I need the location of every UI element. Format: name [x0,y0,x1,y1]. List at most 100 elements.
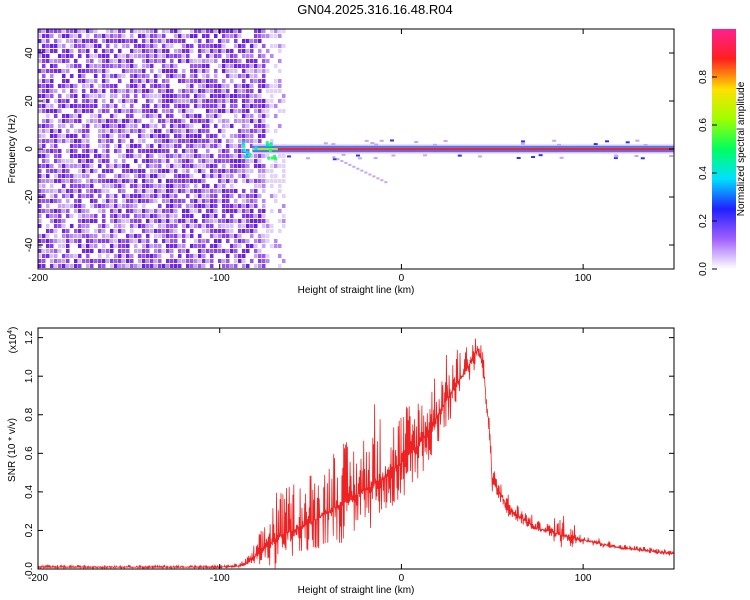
spectrogram-cell [166,224,170,228]
spectrogram-cell [222,79,226,83]
spectrogram-cell [82,229,86,233]
spectrogram-cell [266,224,270,228]
spectrogram-cell [278,179,282,183]
spectrogram-cell [234,34,238,38]
spectrogram-cell [146,144,150,148]
spectrogram-cell [150,129,154,133]
spectrogram-cell [58,214,62,218]
spectrogram-cell [190,134,194,138]
spectrogram-cell [202,199,206,203]
spectrogram-cell [86,129,90,133]
spectrogram-cell [86,119,90,123]
spectrogram-cell [206,114,210,118]
spectrogram-cell [246,179,250,183]
spectrogram-cell [110,214,114,218]
spectrogram-cell [202,249,206,253]
spectrogram-cell [42,104,46,108]
spectrogram-cell [174,229,178,233]
spectrogram-cell [138,214,142,218]
spectrogram-cell [218,259,222,263]
spectrogram-cell [86,209,90,213]
spectrogram-cell [174,199,178,203]
spectrogram-cell [134,89,138,93]
spectrogram-cell [266,129,270,133]
spectrogram-cell [170,54,174,58]
spectrogram-cell [170,29,174,33]
spectrogram-cell [170,249,174,253]
spectrogram-cell [202,119,206,123]
spectrogram-cell [94,234,98,238]
spectrogram-cell [38,204,42,208]
spectrogram-cell [262,264,266,268]
spectrogram-cell [262,44,266,48]
spectrogram-cell [98,69,102,73]
spectrogram-cell [66,94,70,98]
spectrogram-cell [150,154,154,158]
spectrogram-cell [174,184,178,188]
spectrogram-cell [214,239,218,243]
spectrogram-cell [54,214,58,218]
spectrogram-cell [122,164,126,168]
spectrogram-cell [102,209,106,213]
spectrogram-cell [114,264,118,268]
spectrogram-cell [194,39,198,43]
spectrogram-cell [186,49,190,53]
spectrogram-cell [218,44,222,48]
spectrogram-cell [146,249,150,253]
spectrogram-cell [126,109,130,113]
spectrogram-cell [222,169,226,173]
spectrogram-cell [206,149,210,153]
spectrogram-cell [266,219,270,223]
spectrogram-cell [266,239,270,243]
spectrogram-cell [154,254,158,258]
spectrogram-cell [98,194,102,198]
spectrogram-cell [106,59,110,63]
signal-fringe-cell [305,157,310,160]
spectrogram-cell [54,64,58,68]
spectrogram-cell [142,44,146,48]
spectrogram-cell [226,199,230,203]
spectrogram-cell [138,49,142,53]
spectrogram-cell [158,219,162,223]
spectrogram-cell [142,244,146,248]
spectrogram-cell [154,169,158,173]
spectrogram-cell [246,99,250,103]
spectrogram-cell [82,224,86,228]
spectrogram-cell [174,179,178,183]
spectrogram-cell [74,199,78,203]
spectrogram-cell [70,174,74,178]
spectrogram-cell [150,164,154,168]
spectrogram-cell [178,104,182,108]
spectrogram-cell [238,154,242,158]
spectrogram-cell [274,164,278,168]
spectrogram-cell [126,129,130,133]
spectrogram-cell [70,44,74,48]
spectrogram-cell [154,44,158,48]
spectrogram-cell [46,224,50,228]
spectrogram-cell [178,39,182,43]
spectrogram-cell [206,189,210,193]
spectrogram-cell [158,144,162,148]
spectrogram-cell [246,229,250,233]
spectrogram-cell [162,104,166,108]
spectrogram-cell [250,39,254,43]
spectrogram-cell [210,159,214,163]
spectrogram-cell [42,199,46,203]
spectrogram-cell [198,54,202,58]
spectrogram-cell [190,64,194,68]
spectrogram-cell [206,64,210,68]
spectrogram-cell [94,94,98,98]
spectrogram-cell [50,134,54,138]
spectrogram-cell [194,239,198,243]
spectrogram-cell [178,259,182,263]
spectrogram-cell [178,199,182,203]
spectrogram-cell [206,134,210,138]
spectrogram-cell [214,199,218,203]
spectrogram-cell [182,219,186,223]
spectrogram-cell [94,44,98,48]
spectrogram-cell [238,209,242,213]
spectrogram-cell [142,214,146,218]
spectrogram-cell [66,264,70,268]
spectrogram-cell [162,69,166,73]
spectrogram-cell [182,149,186,153]
